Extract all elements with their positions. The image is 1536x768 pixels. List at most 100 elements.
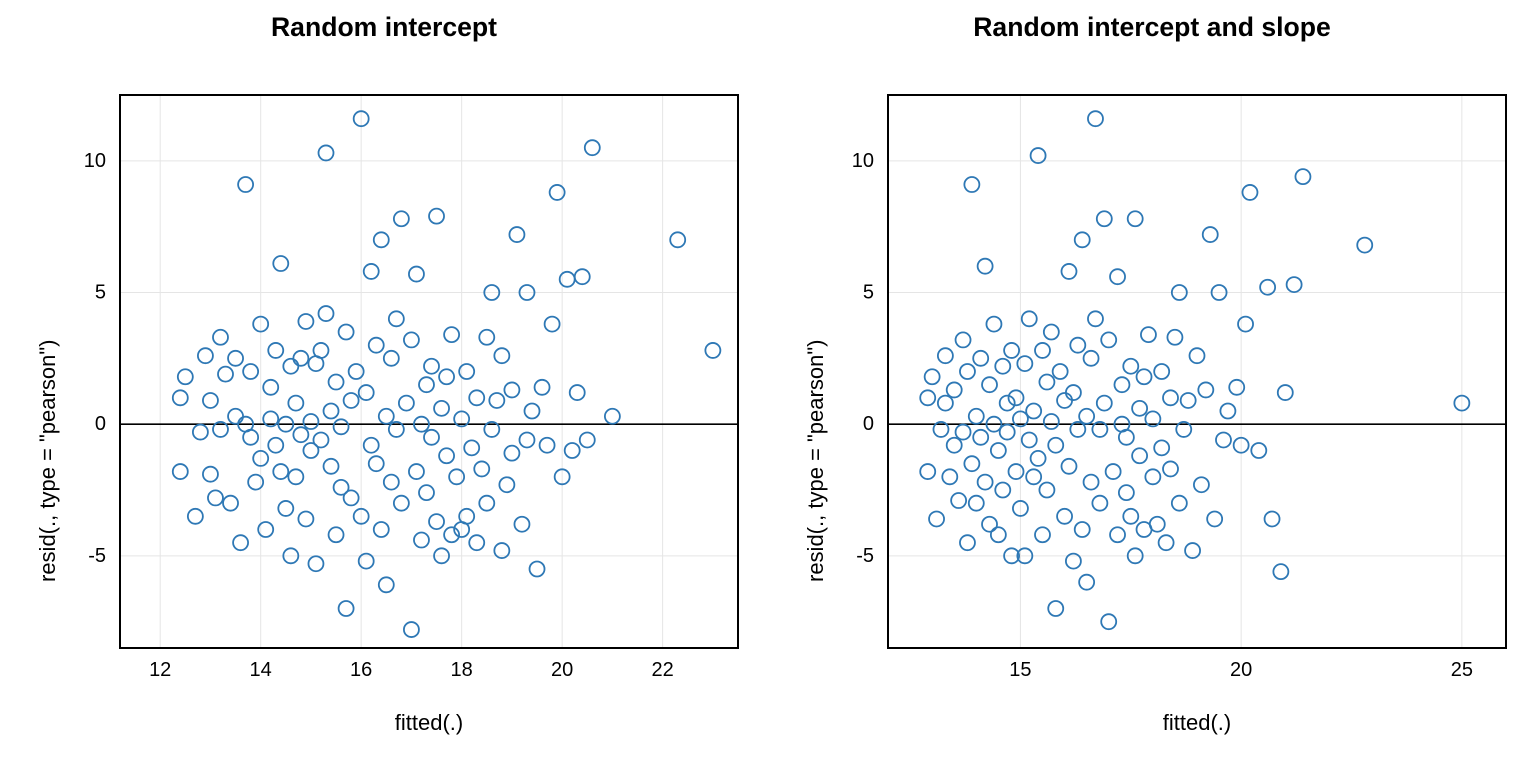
data-point <box>1026 404 1041 419</box>
data-point <box>1106 464 1121 479</box>
data-point <box>489 393 504 408</box>
y-axis-label: resid(., type = "pearson") <box>803 339 829 581</box>
data-point <box>1070 338 1085 353</box>
data-point <box>1048 601 1063 616</box>
data-point <box>1190 348 1205 363</box>
data-point <box>1251 443 1266 458</box>
data-point <box>424 430 439 445</box>
data-point <box>991 527 1006 542</box>
data-point <box>1154 364 1169 379</box>
data-point <box>580 432 595 447</box>
data-point <box>956 425 971 440</box>
data-point <box>278 501 293 516</box>
y-tick-label: 10 <box>852 150 874 172</box>
data-point <box>982 517 997 532</box>
data-point <box>324 404 339 419</box>
data-point <box>268 343 283 358</box>
data-point <box>1026 469 1041 484</box>
data-point <box>570 385 585 400</box>
data-point <box>530 562 545 577</box>
data-point <box>938 396 953 411</box>
data-point <box>1000 425 1015 440</box>
data-point <box>969 409 984 424</box>
data-point <box>920 390 935 405</box>
data-point <box>1097 211 1112 226</box>
data-point <box>509 227 524 242</box>
data-point <box>394 496 409 511</box>
data-point <box>364 438 379 453</box>
data-point <box>1207 511 1222 526</box>
data-point <box>223 496 238 511</box>
data-point <box>1145 469 1160 484</box>
data-point <box>374 522 389 537</box>
data-point <box>964 177 979 192</box>
data-point <box>434 401 449 416</box>
data-point <box>329 375 344 390</box>
data-point <box>178 369 193 384</box>
data-point <box>1119 430 1134 445</box>
data-point <box>293 427 308 442</box>
data-point <box>1061 459 1076 474</box>
data-point <box>986 317 1001 332</box>
data-point <box>1075 232 1090 247</box>
x-axis-label: fitted(.) <box>888 710 1506 736</box>
data-point <box>1119 485 1134 500</box>
data-point <box>404 332 419 347</box>
data-point <box>504 446 519 461</box>
data-point <box>1172 496 1187 511</box>
data-point <box>414 533 429 548</box>
data-point <box>995 359 1010 374</box>
data-point <box>494 348 509 363</box>
data-point <box>1035 343 1050 358</box>
data-point <box>1132 448 1147 463</box>
data-point <box>499 477 514 492</box>
data-point <box>1154 440 1169 455</box>
data-point <box>525 404 540 419</box>
data-point <box>545 317 560 332</box>
data-point <box>1265 511 1280 526</box>
y-tick-label: -5 <box>856 545 874 567</box>
data-point <box>273 256 288 271</box>
data-point <box>565 443 580 458</box>
data-point <box>920 464 935 479</box>
data-point <box>283 359 298 374</box>
data-point <box>384 351 399 366</box>
data-point <box>334 419 349 434</box>
y-axis-label: resid(., type = "pearson") <box>35 339 61 581</box>
data-point <box>364 264 379 279</box>
data-point <box>991 443 1006 458</box>
data-point <box>1220 404 1235 419</box>
data-point <box>203 467 218 482</box>
data-point <box>1079 409 1094 424</box>
x-tick-label: 20 <box>1230 659 1252 681</box>
data-point <box>938 348 953 363</box>
data-point <box>444 327 459 342</box>
data-point <box>313 432 328 447</box>
data-point <box>960 364 975 379</box>
x-axis-label: fitted(.) <box>120 710 738 736</box>
data-point <box>1167 330 1182 345</box>
data-point <box>389 311 404 326</box>
data-point <box>1238 317 1253 332</box>
data-point <box>504 382 519 397</box>
data-point <box>369 456 384 471</box>
data-point <box>439 369 454 384</box>
data-point <box>474 461 489 476</box>
data-point <box>268 438 283 453</box>
data-point <box>379 577 394 592</box>
data-point <box>947 382 962 397</box>
data-point <box>1229 380 1244 395</box>
data-point <box>303 414 318 429</box>
data-point <box>1088 311 1103 326</box>
data-point <box>973 351 988 366</box>
data-point <box>995 483 1010 498</box>
data-point <box>1194 477 1209 492</box>
data-point <box>585 140 600 155</box>
x-tick-label: 22 <box>652 659 674 681</box>
data-point <box>951 493 966 508</box>
data-point <box>429 514 444 529</box>
data-point <box>519 432 534 447</box>
data-point <box>1181 393 1196 408</box>
data-point <box>424 359 439 374</box>
data-point <box>293 351 308 366</box>
